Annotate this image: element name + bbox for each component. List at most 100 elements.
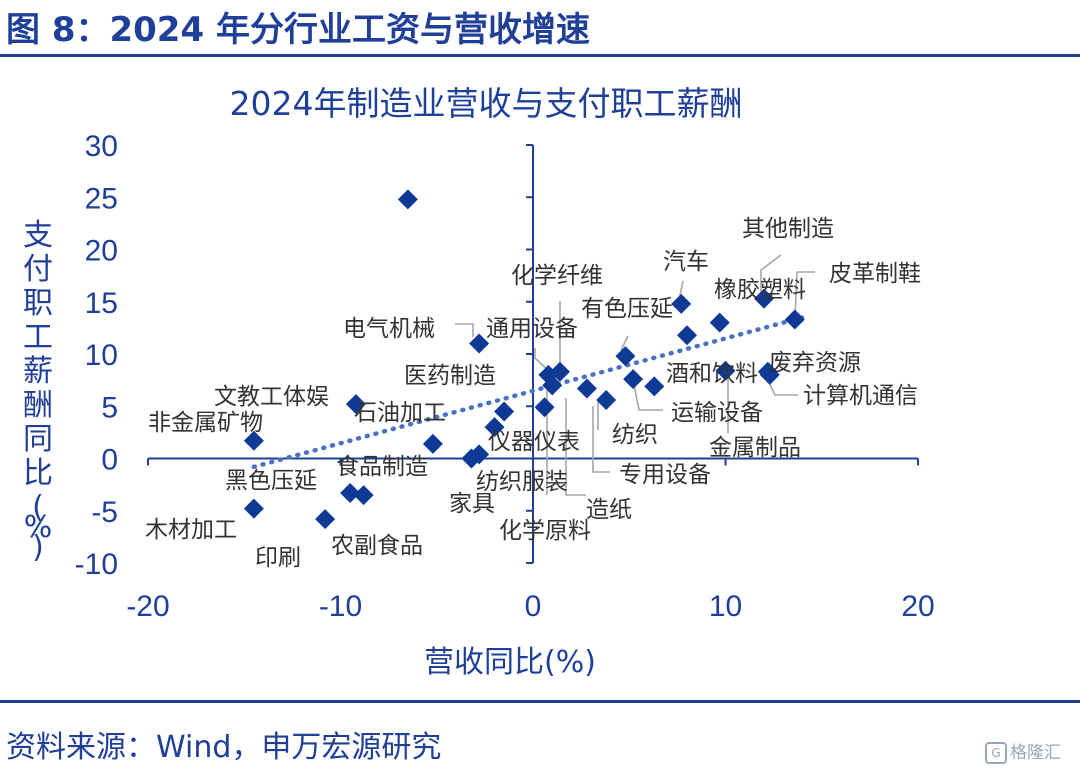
y-axis-label-char: % — [24, 510, 53, 545]
point-label: 专用设备 — [619, 462, 711, 488]
point-label: 酒和饮料 — [666, 361, 758, 387]
point-label: 通用设备 — [486, 316, 578, 342]
watermark-text: 格隆汇 — [1010, 743, 1061, 763]
y-tick-label: 30 — [85, 130, 118, 163]
point-label: 食品制造 — [336, 454, 428, 480]
data-point — [534, 397, 555, 418]
data-point — [759, 364, 780, 385]
source-note: 资料来源：Wind，申万宏源研究 — [6, 730, 442, 765]
point-label: 汽车 — [663, 249, 709, 275]
data-point — [549, 361, 570, 382]
data-point — [596, 389, 617, 410]
chart-title: 2024年制造业营收与支付职工薪酬 — [230, 84, 743, 123]
y-tick-label: 0 — [101, 444, 118, 477]
data-point — [484, 417, 505, 438]
y-tick-label: 5 — [101, 391, 118, 424]
point-label: 金属制品 — [709, 435, 801, 461]
point-label: 电气机械 — [343, 316, 435, 342]
data-point — [671, 293, 692, 314]
point-label: 其他制造 — [742, 216, 834, 242]
y-axis-label-char: 酬 — [23, 388, 53, 423]
data-point — [422, 433, 443, 454]
point-label: 石油加工 — [354, 400, 446, 426]
leader-lines — [455, 254, 815, 496]
x-tick-label: 0 — [525, 590, 542, 623]
point-label: 橡胶塑料 — [714, 277, 806, 303]
point-label: 农副食品 — [331, 533, 423, 559]
point-label: 文教工体娱 — [214, 384, 329, 410]
y-tick-label: 25 — [85, 182, 118, 215]
data-point — [623, 369, 644, 390]
y-axis-label-char: 支 — [23, 218, 53, 253]
x-tick-label: -20 — [126, 590, 169, 623]
watermark: G 格隆汇 — [985, 738, 1061, 764]
leader-line — [592, 406, 610, 473]
data-point — [243, 498, 264, 519]
data-point — [754, 288, 774, 309]
data-point — [397, 189, 418, 210]
leader-line — [565, 398, 586, 496]
y-axis-label-char: 职 — [23, 286, 53, 321]
data-point — [469, 333, 490, 354]
leader-line — [760, 254, 782, 297]
data-point — [715, 360, 736, 381]
y-tick-label: 20 — [85, 235, 118, 268]
x-tick-label: 10 — [709, 590, 742, 623]
y-tick-label: 15 — [85, 287, 118, 320]
y-axis-label-char: 同 — [23, 422, 53, 457]
point-markers — [243, 189, 805, 530]
y-axis-label-char: 薪 — [23, 354, 53, 389]
data-point — [494, 401, 515, 422]
data-point — [576, 378, 597, 399]
point-label: 皮革制鞋 — [829, 261, 921, 287]
data-point — [677, 325, 697, 346]
point-label: 仪器仪表 — [488, 429, 580, 455]
y-axis-label: 支付职工薪酬同比(%) — [23, 218, 53, 565]
y-axis-label-char: ( — [32, 490, 44, 525]
y-tick-label: -5 — [91, 496, 118, 529]
data-point — [469, 444, 490, 465]
point-label: 家具 — [449, 491, 495, 517]
y-axis-label-char: 工 — [23, 320, 53, 355]
data-point — [542, 375, 563, 396]
x-axis-label: 营收同比(%) — [424, 645, 596, 680]
point-label: 计算机通信 — [803, 383, 918, 409]
y-axis-label-char: 比 — [23, 456, 53, 491]
title-divider — [0, 54, 1080, 57]
watermark-logo-icon: G — [985, 742, 1007, 764]
scatter-chart: 2024年制造业营收与支付职工薪酬 -20 -10 0 10 2030252015105… — [23, 84, 935, 680]
point-label: 造纸 — [586, 497, 632, 523]
point-label: 纺织 — [612, 422, 658, 448]
axes-layer — [147, 144, 919, 564]
leader-line — [632, 379, 663, 411]
x-tick-label: -10 — [319, 590, 362, 623]
y-tick-label: -10 — [75, 548, 118, 581]
point-label: 非金属矿物 — [148, 410, 263, 436]
data-point — [709, 312, 730, 333]
figure-title: 图 8：2024 年分行业工资与营收增速 — [6, 10, 590, 50]
data-point — [644, 376, 665, 397]
data-point — [315, 509, 336, 530]
point-label: 纺织服装 — [476, 469, 568, 495]
y-axis-label-char: ) — [32, 530, 44, 565]
point-label: 黑色压延 — [225, 468, 317, 494]
point-label: 医药制造 — [404, 363, 496, 389]
data-point — [784, 309, 805, 330]
data-point — [353, 485, 374, 506]
leader-line — [794, 271, 815, 319]
leader-line — [455, 323, 474, 337]
data-point — [243, 430, 264, 451]
point-label: 有色压延 — [581, 296, 673, 322]
data-point — [340, 482, 361, 503]
point-label: 运输设备 — [671, 400, 763, 426]
data-point — [615, 346, 636, 367]
point-label: 化学纤维 — [511, 263, 603, 289]
point-label: 化学原料 — [499, 518, 591, 544]
point-label: 印刷 — [255, 545, 301, 571]
y-tick-label: 10 — [85, 339, 118, 372]
data-point — [345, 394, 366, 415]
x-tick-label: 20 — [901, 590, 934, 623]
source-divider — [0, 700, 1080, 703]
